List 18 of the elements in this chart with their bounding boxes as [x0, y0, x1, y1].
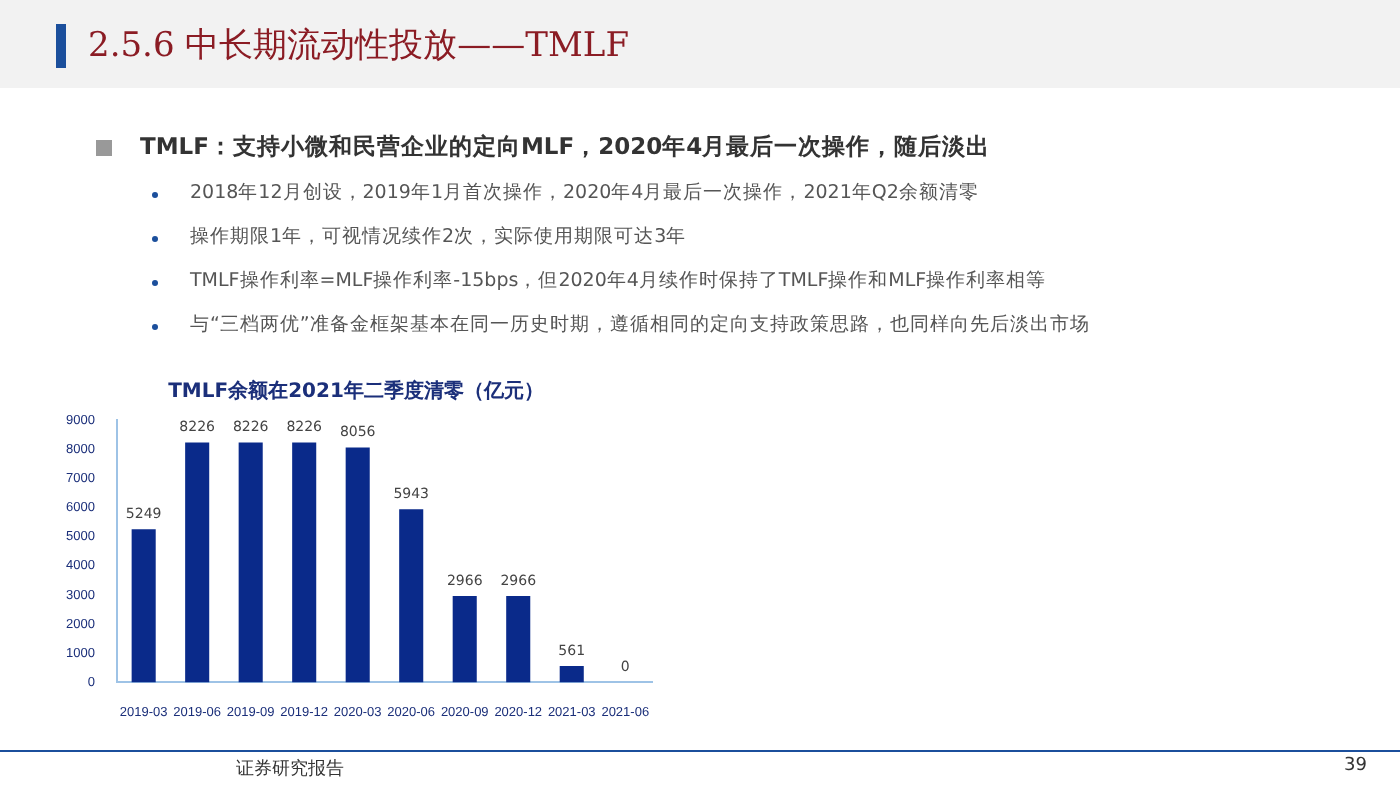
bar [131, 529, 156, 683]
bar [506, 595, 531, 683]
text: TMLF操作利率=MLF操作利率-15bps，但2020年4月续作时保持了TMLF操作和MLF操作利率相等 [190, 268, 1047, 294]
text: 与“三档两优”准备金框架基本在同一历史时期，遵循相同的定向支持政策思路，也同样向先后淡出市场 [190, 312, 1090, 338]
bar [292, 442, 317, 683]
bar [399, 509, 424, 683]
bar [238, 442, 263, 683]
bar [559, 666, 584, 683]
text: 2018年12月创设，2019年1月首次操作，2020年4月最后一次操作，2021年Q2余额清零 [190, 180, 979, 206]
text: 39 [1344, 756, 1367, 776]
text: 2.5.6 中长期流动性投放——TMLF [88, 24, 629, 68]
bar [452, 595, 477, 683]
text: 证券研究报告 [236, 757, 344, 782]
bar [345, 447, 370, 683]
text: TMLF：支持小微和民营企业的定向MLF，2020年4月最后一次操作，随后淡出 [140, 132, 991, 162]
bar [185, 442, 210, 683]
text: 操作期限1年，可视情况续作2次，实际使用期限可达3年 [190, 224, 687, 250]
chart-title: TMLF余额在2021年二季度清零（亿元） [168, 379, 544, 404]
